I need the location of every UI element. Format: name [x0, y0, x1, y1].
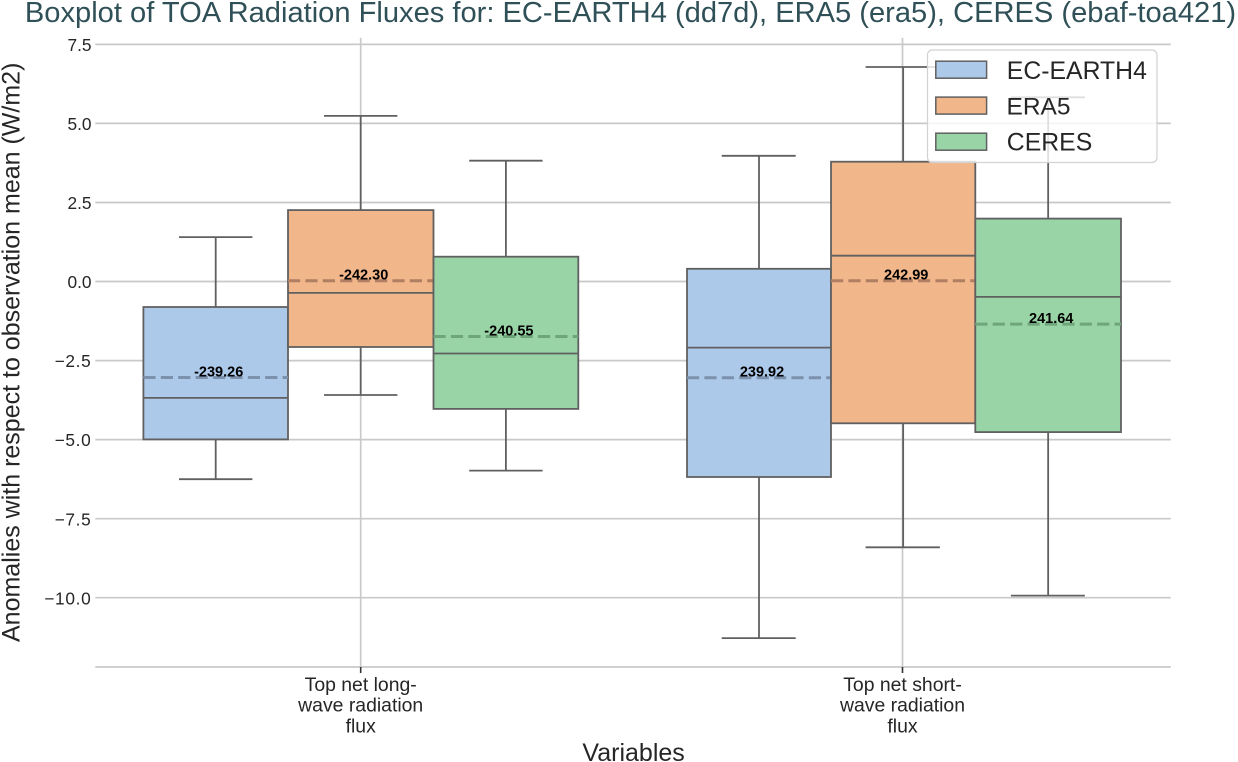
svg-text:0.0: 0.0: [67, 272, 91, 292]
svg-text:241.64: 241.64: [1029, 311, 1073, 327]
svg-text:2.5: 2.5: [67, 193, 91, 213]
svg-text:Boxplot of TOA Radiation Fluxe: Boxplot of TOA Radiation Fluxes for: EC-…: [25, 0, 1236, 29]
svg-text:flux: flux: [887, 716, 917, 738]
svg-text:EC-EARTH4: EC-EARTH4: [1007, 58, 1147, 85]
svg-text:Anomalies with respect to obse: Anomalies with respect to observation me…: [0, 63, 26, 642]
svg-text:239.92: 239.92: [740, 365, 784, 381]
svg-text:−7.5: −7.5: [55, 509, 92, 529]
svg-text:Variables: Variables: [582, 739, 684, 762]
svg-text:-240.55: -240.55: [484, 323, 533, 339]
svg-text:Top net long-: Top net long-: [305, 674, 417, 696]
svg-text:−10.0: −10.0: [44, 588, 91, 608]
svg-text:7.5: 7.5: [67, 35, 91, 55]
svg-text:−2.5: −2.5: [55, 351, 92, 371]
svg-text:wave radiation: wave radiation: [839, 695, 965, 717]
svg-text:Top net short-: Top net short-: [843, 674, 962, 696]
svg-text:CERES: CERES: [1007, 130, 1092, 157]
svg-text:flux: flux: [346, 716, 376, 738]
svg-text:-242.30: -242.30: [339, 268, 388, 284]
svg-text:242.99: 242.99: [884, 268, 928, 284]
svg-text:-239.26: -239.26: [194, 364, 243, 380]
svg-text:ERA5: ERA5: [1007, 93, 1071, 120]
svg-text:−5.0: −5.0: [55, 430, 92, 450]
svg-text:5.0: 5.0: [67, 114, 91, 134]
svg-text:wave radiation: wave radiation: [297, 695, 423, 717]
